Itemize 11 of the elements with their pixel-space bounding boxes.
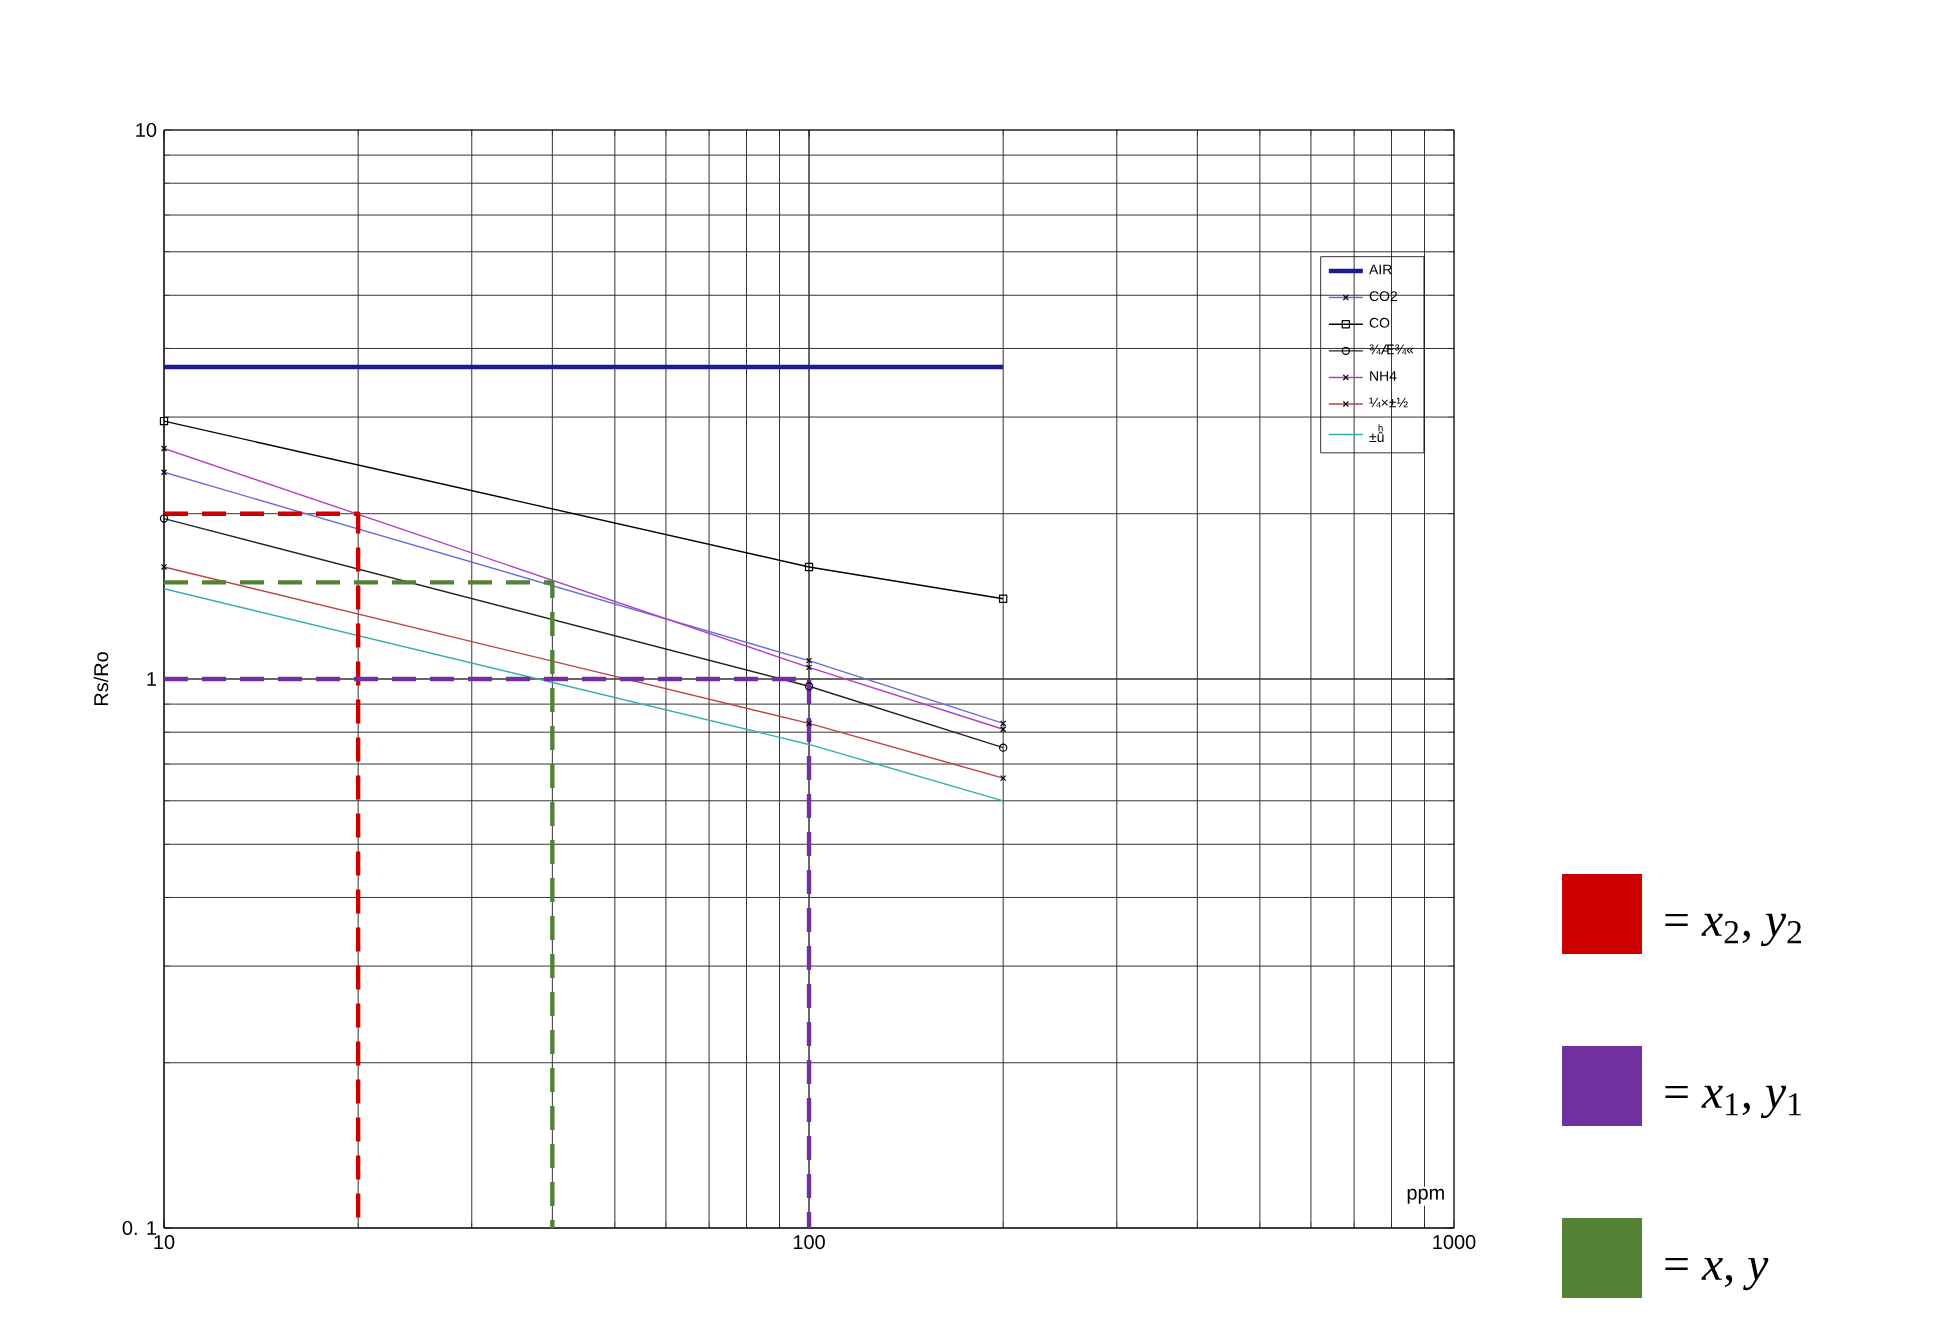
legend-label: = x, y (1665, 1257, 1769, 1291)
legend-label: = x$_{1}$, y$_{1}$ (1665, 1085, 1801, 1119)
x-tick-label: 100 (793, 1235, 825, 1250)
y-tick-label: 0. 1 (122, 1220, 156, 1236)
x-tick-label: 10 (154, 1235, 175, 1250)
x-tick-label: 1000 (1433, 1235, 1476, 1250)
y-axis-title: Rs/Ro (93, 652, 109, 706)
legend-label: = x$_{2}$, y$_{2}$ (1665, 913, 1801, 947)
x-axis-title: ppm (1407, 1188, 1444, 1204)
y-tick-label: 10 (136, 122, 157, 138)
y-tick-label: 1 (147, 672, 157, 686)
